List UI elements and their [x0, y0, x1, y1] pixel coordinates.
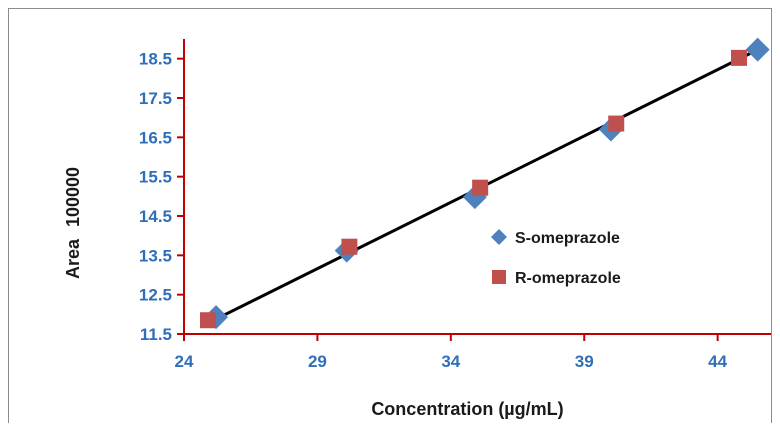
- r-omeprazole-point: [608, 115, 625, 132]
- x-tick-label: 39: [575, 352, 594, 371]
- r-omeprazole-point: [730, 49, 747, 66]
- x-tick-label: 24: [175, 352, 194, 371]
- x-tick-label: 34: [441, 352, 460, 371]
- y-tick-label: 15.5: [139, 168, 172, 187]
- y-tick-label: 12.5: [139, 286, 172, 305]
- y-axis-title: Area 100000: [63, 167, 83, 279]
- r-omeprazole-point: [472, 179, 489, 196]
- x-axis-title: Concentration (µg/mL): [371, 399, 563, 419]
- y-axis-title-prefix: Area: [63, 238, 83, 279]
- r-omeprazole-point: [341, 238, 358, 255]
- y-tick-label: 16.5: [139, 128, 172, 147]
- x-tick-label: 29: [308, 352, 327, 371]
- chart-frame: 11.5 12.5 13.5 14.5 15.5 16.5 17.5 18.5 24 29 34 39…: [8, 8, 772, 423]
- tick-labels: 11.5 12.5 13.5 14.5 15.5 16.5 17.5 18.5 24 29 34 39…: [139, 50, 728, 371]
- chart: 11.5 12.5 13.5 14.5 15.5 16.5 17.5 18.5 24 29 34 39…: [63, 37, 771, 419]
- data-points: [200, 37, 770, 330]
- y-tick-label: 11.5: [140, 325, 172, 344]
- axes: [177, 39, 771, 341]
- r-omeprazole-point: [200, 312, 217, 329]
- y-tick-label: 13.5: [139, 246, 172, 265]
- s-omeprazole-point: [745, 37, 770, 62]
- y-tick-label: 14.5: [139, 207, 172, 226]
- y-tick-label: 18.5: [139, 50, 172, 69]
- y-tick-label: 17.5: [139, 89, 172, 108]
- x-tick-label: 44: [708, 352, 727, 371]
- legend-label-r-omeprazole: R-omeprazole: [515, 270, 621, 287]
- y-axis-title-multiplier: 100000: [63, 167, 83, 227]
- legend-label-s-omeprazole: S-omeprazole: [515, 230, 620, 247]
- legend-marker-s-omeprazole: [491, 229, 507, 245]
- legend-marker-r-omeprazole: [492, 270, 506, 284]
- legend: S-omeprazole R-omeprazole: [491, 229, 621, 287]
